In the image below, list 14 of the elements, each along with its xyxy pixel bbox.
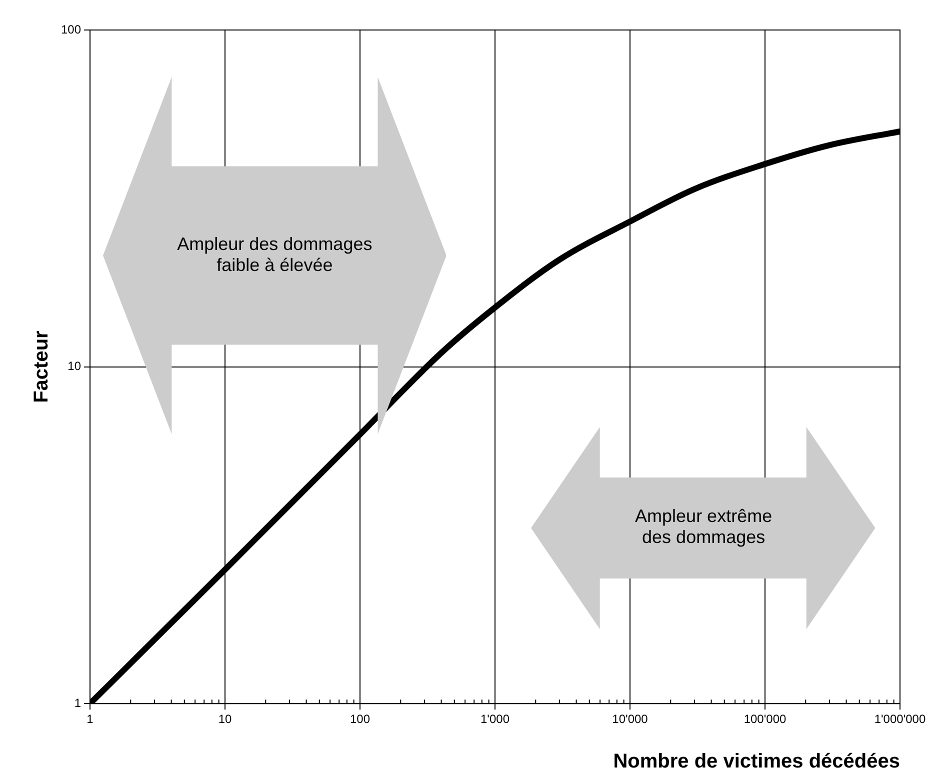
x-tick-label: 10'000: [612, 712, 648, 726]
x-tick-label: 10: [218, 712, 232, 726]
y-tick-label: 10: [68, 359, 82, 374]
y-axis-title: Facteur: [30, 330, 53, 403]
y-tick-label: 1: [74, 696, 82, 710]
x-tick-label: 1'000'000: [874, 712, 926, 726]
y-tick-label: 100: [60, 22, 82, 36]
annotation: Ampleur des dommages faible à élevée: [176, 234, 374, 276]
annotation: Ampleur extrême des dommages: [634, 506, 774, 548]
x-tick-label: 100: [350, 712, 370, 726]
x-axis-title: Nombre de victimes décédées: [613, 750, 900, 773]
x-tick-label: 1'000: [480, 712, 510, 726]
x-tick-label: 1: [86, 712, 94, 726]
x-tick-label: 100'000: [744, 712, 786, 726]
